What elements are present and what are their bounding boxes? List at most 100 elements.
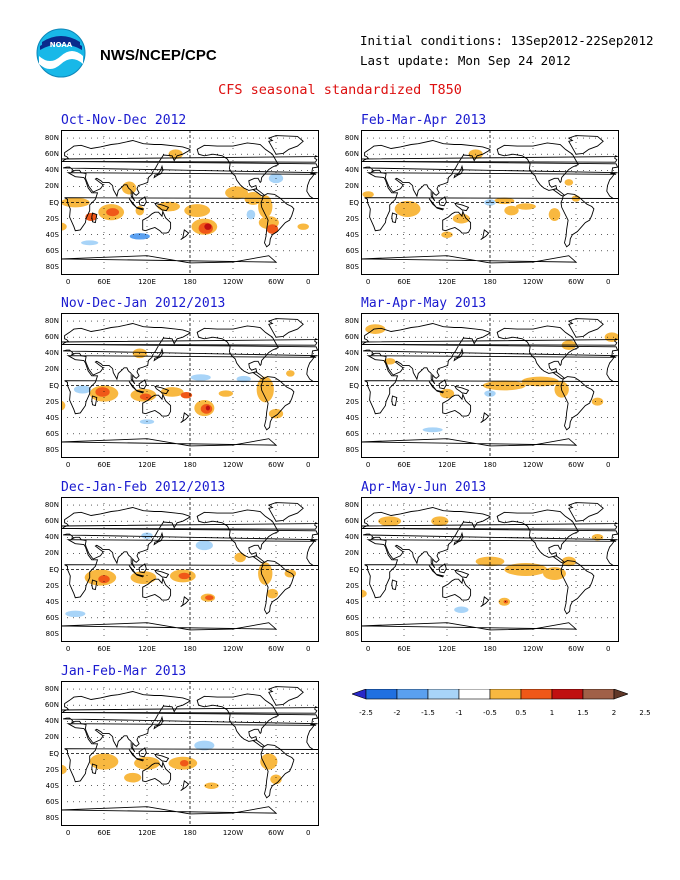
longitude-tick-label: 120W bbox=[522, 645, 544, 653]
latitude-tick-label: 40S bbox=[345, 597, 359, 606]
longitude-tick-label: 60W bbox=[568, 645, 584, 653]
anomaly-area bbox=[394, 200, 421, 217]
map-frame bbox=[361, 130, 619, 275]
anomaly-area bbox=[178, 572, 190, 580]
coastline bbox=[438, 563, 447, 574]
coastline bbox=[196, 693, 279, 742]
map-canvas bbox=[61, 681, 319, 826]
longitude-tick-label: 0 bbox=[365, 645, 371, 653]
longitude-tick-label: 60W bbox=[268, 461, 284, 469]
longitude-tick-label: 120E bbox=[438, 461, 456, 469]
anomaly-area bbox=[194, 740, 215, 751]
latitude-tick-label: 40S bbox=[45, 781, 59, 790]
legend-swatch bbox=[582, 688, 615, 700]
anomaly-area bbox=[270, 774, 282, 785]
latitude-tick-label: 60S bbox=[345, 429, 359, 438]
coastline bbox=[91, 395, 98, 407]
coastline bbox=[135, 389, 145, 394]
longitude-tick-label: 180 bbox=[483, 645, 497, 653]
anomaly-area bbox=[81, 240, 99, 246]
longitude-tick-label: 120W bbox=[222, 645, 244, 653]
legend-label: 1.5 bbox=[577, 709, 589, 717]
coastline bbox=[361, 438, 578, 458]
coastline bbox=[153, 531, 164, 546]
coastline bbox=[496, 325, 579, 374]
coastline bbox=[453, 202, 470, 212]
latitude-tick-label: EQ bbox=[49, 565, 59, 574]
coastline bbox=[442, 576, 472, 601]
latitude-tick-label: 40N bbox=[44, 717, 59, 726]
longitude-tick-label: 60E bbox=[97, 461, 111, 469]
anomaly-area bbox=[179, 759, 189, 767]
latitude-tick-label: 60N bbox=[44, 701, 59, 710]
legend-swatch bbox=[427, 688, 460, 700]
panel-title: Mar-Apr-May 2013 bbox=[361, 296, 487, 311]
latitude-tick-label: 20N bbox=[344, 182, 359, 191]
latitude-tick-label: EQ bbox=[49, 381, 59, 390]
coastline bbox=[180, 412, 190, 423]
latitude-tick-label: 80S bbox=[45, 629, 59, 638]
coastline bbox=[142, 760, 172, 785]
latitude-tick-label: 20S bbox=[345, 214, 359, 223]
anomaly-area bbox=[260, 753, 278, 770]
anomaly-area bbox=[246, 209, 256, 220]
latitude-tick-label: 60N bbox=[344, 150, 359, 159]
longitude-tick-label: 120E bbox=[438, 645, 456, 653]
coastline bbox=[560, 193, 595, 248]
legend-label: 0.5 bbox=[515, 709, 527, 717]
latitude-tick-label: 40N bbox=[44, 349, 59, 358]
coastline bbox=[260, 744, 295, 799]
latitude-tick-label: 60N bbox=[44, 333, 59, 342]
longitude-tick-label: 180 bbox=[183, 461, 197, 469]
latitude-tick-label: 20N bbox=[344, 549, 359, 558]
coastline bbox=[64, 539, 319, 599]
map-canvas bbox=[61, 497, 319, 642]
coastline bbox=[61, 323, 319, 385]
legend-swatch bbox=[551, 688, 584, 700]
anomaly-area bbox=[85, 212, 97, 222]
longitude-tick-label: 0 bbox=[365, 278, 371, 286]
anomaly-area bbox=[195, 540, 213, 551]
coastline bbox=[552, 371, 566, 380]
map-frame bbox=[361, 497, 619, 642]
map-frame bbox=[61, 681, 319, 826]
anomaly-area bbox=[548, 208, 561, 222]
coastline bbox=[61, 255, 278, 275]
coastline bbox=[153, 569, 170, 579]
coastline bbox=[64, 723, 319, 783]
latitude-tick-label: 40S bbox=[345, 230, 359, 239]
map-canvas bbox=[61, 313, 319, 458]
longitude-tick-label: 0 bbox=[306, 278, 311, 286]
coastline bbox=[91, 212, 98, 224]
legend-label: -2.5 bbox=[359, 709, 373, 717]
coastline bbox=[361, 522, 618, 530]
latitude-tick-label: 40N bbox=[44, 533, 59, 542]
legend-swatch bbox=[351, 688, 367, 700]
latitude-tick-label: 60S bbox=[345, 613, 359, 622]
anomaly-area bbox=[256, 376, 274, 403]
longitude-tick-label: 0 bbox=[65, 278, 71, 286]
coastline bbox=[91, 579, 98, 591]
panel-title: Apr-May-Jun 2013 bbox=[361, 480, 487, 495]
coastline bbox=[153, 347, 164, 362]
anomaly-area bbox=[225, 186, 249, 200]
panel-title: Jan-Feb-Mar 2013 bbox=[61, 664, 187, 679]
page-title: CFS seasonal standardized T850 bbox=[218, 82, 462, 98]
anomaly-area bbox=[266, 224, 279, 234]
anomaly-map bbox=[61, 681, 319, 826]
coastline bbox=[153, 202, 170, 212]
coastline bbox=[138, 196, 147, 207]
legend-label: -1 bbox=[455, 709, 463, 717]
longitude-tick-label: 120W bbox=[222, 461, 244, 469]
coastline bbox=[480, 229, 490, 240]
map-canvas bbox=[61, 130, 319, 275]
longitude-tick-label: 0 bbox=[606, 461, 611, 469]
coastline bbox=[391, 212, 398, 224]
latitude-tick-label: 60S bbox=[45, 246, 59, 255]
latitude-tick-label: EQ bbox=[49, 749, 59, 758]
anomaly-area bbox=[61, 764, 67, 775]
legend-label: -1.5 bbox=[421, 709, 435, 717]
latitude-tick-label: 60N bbox=[344, 517, 359, 526]
anomaly-area bbox=[362, 191, 374, 198]
latitude-tick-label: 80N bbox=[44, 134, 59, 143]
